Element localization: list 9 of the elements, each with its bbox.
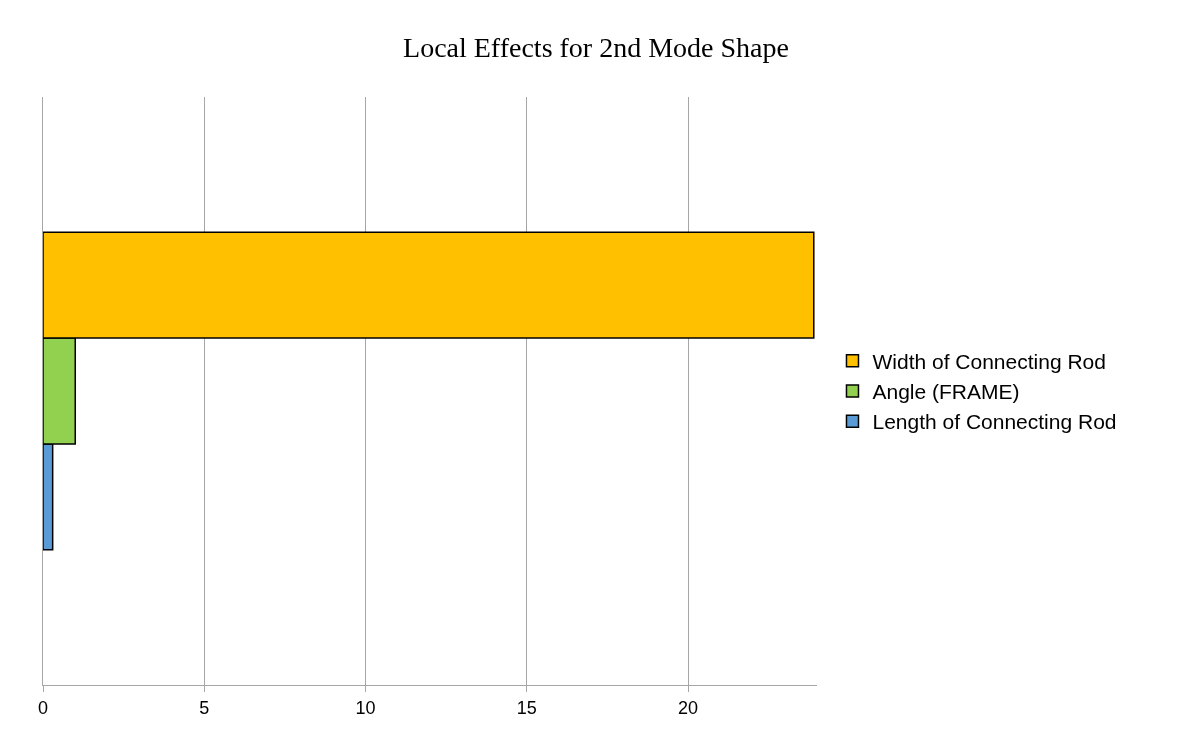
x-tick-label: 5 <box>199 697 210 718</box>
x-tick-label: 10 <box>355 697 376 718</box>
x-tick-label: 20 <box>677 697 699 718</box>
legend-label: Width of Connecting Rod <box>872 349 1106 373</box>
chart-title: Local Effects for 2nd Mode Shape <box>403 31 789 63</box>
legend-label: Angle (FRAME) <box>872 380 1020 404</box>
x-tick-label: 0 <box>37 697 49 718</box>
legend-label: Length of Connecting Rod <box>872 410 1117 434</box>
x-tick-label: 15 <box>516 697 537 718</box>
